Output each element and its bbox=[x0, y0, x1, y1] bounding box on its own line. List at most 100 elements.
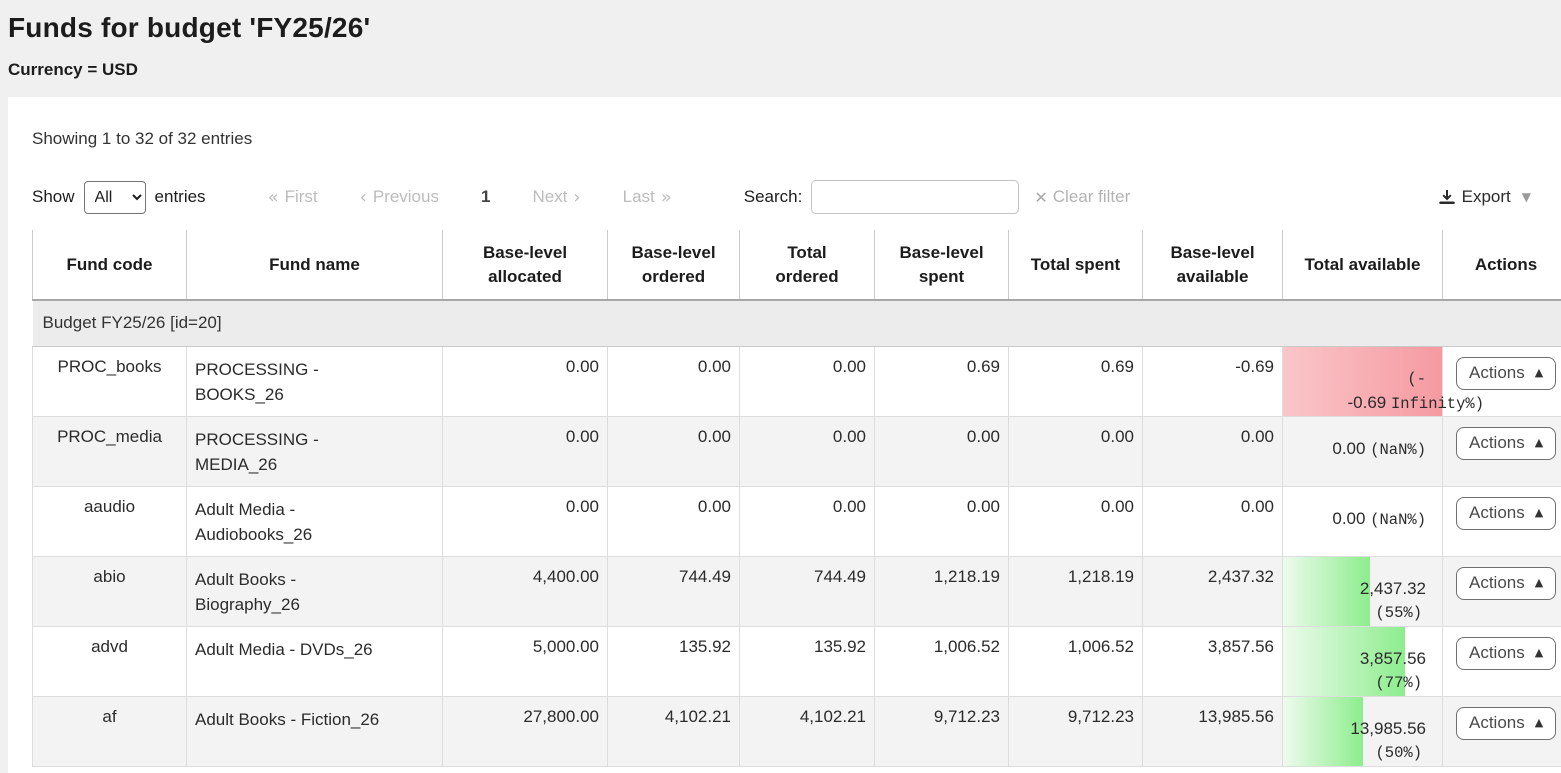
actions-button[interactable]: Actions ▲ bbox=[1456, 636, 1557, 670]
chevron-down-icon: ▼ bbox=[1521, 190, 1531, 204]
base-level-spent: 9,712.23 bbox=[874, 696, 1009, 767]
base-level-ordered: 135.92 bbox=[607, 626, 740, 697]
pagination-next-button[interactable]: Next › bbox=[532, 186, 581, 208]
page-length-select[interactable]: All bbox=[83, 180, 146, 214]
base-level-allocated: 4,400.00 bbox=[442, 556, 608, 627]
column-header-base-allocated[interactable]: Base-level allocated bbox=[442, 230, 608, 301]
base-level-ordered: 0.00 bbox=[607, 416, 740, 487]
base-level-allocated: 27,800.00 bbox=[442, 696, 608, 767]
pagination-current-page[interactable]: 1 bbox=[480, 187, 491, 206]
search-input[interactable] bbox=[811, 180, 1020, 214]
table-row: PROC_books PROCESSING - BOOKS_26 0.00 0.0… bbox=[32, 346, 1561, 417]
fund-code: PROC_books bbox=[32, 346, 187, 417]
pagination: « First ‹ Previous 1 Next › Last » bbox=[268, 187, 714, 208]
fund-name: Adult Media - Audiobooks_26 bbox=[186, 486, 443, 557]
column-header-total-ordered[interactable]: Total ordered bbox=[739, 230, 875, 301]
total-spent: 1,218.19 bbox=[1008, 556, 1143, 627]
column-header-base-available[interactable]: Base-level available bbox=[1142, 230, 1283, 301]
actions-button[interactable]: Actions ▲ bbox=[1456, 356, 1557, 390]
base-level-available: 0.00 bbox=[1142, 416, 1283, 487]
base-level-ordered: 0.00 bbox=[607, 486, 740, 557]
previous-page-icon: ‹ bbox=[359, 186, 367, 208]
total-ordered: 135.92 bbox=[739, 626, 875, 697]
available-fill-bar bbox=[1283, 556, 1371, 626]
clear-filter-x-icon: ✕ bbox=[1034, 187, 1048, 207]
column-header-fund-name[interactable]: Fund name bbox=[186, 230, 443, 301]
pagination-first-button[interactable]: « First bbox=[267, 186, 318, 208]
fund-name: PROCESSING - BOOKS_26 bbox=[186, 346, 443, 417]
base-level-available: 3,857.56 bbox=[1142, 626, 1283, 697]
total-spent: 0.00 bbox=[1008, 486, 1143, 557]
budget-group-row: Budget FY25/26 [id=20] bbox=[32, 300, 1561, 347]
caret-up-icon: ▲ bbox=[1534, 716, 1544, 729]
column-header-total-available[interactable]: Total available bbox=[1282, 230, 1443, 301]
column-header-total-spent[interactable]: Total spent bbox=[1008, 230, 1143, 301]
column-header-actions: Actions bbox=[1442, 230, 1561, 301]
fund-code: advd bbox=[32, 626, 187, 697]
pagination-last-button[interactable]: Last » bbox=[622, 186, 672, 208]
caret-up-icon: ▲ bbox=[1534, 646, 1544, 659]
caret-up-icon: ▲ bbox=[1534, 366, 1544, 379]
total-ordered: 0.00 bbox=[739, 416, 875, 487]
fund-code: aaudio bbox=[32, 486, 187, 557]
export-button[interactable]: Export ▼ bbox=[1438, 187, 1531, 207]
available-fill-bar bbox=[1283, 696, 1363, 766]
base-level-spent: 1,006.52 bbox=[874, 626, 1009, 697]
caret-up-icon: ▲ bbox=[1534, 436, 1544, 449]
first-page-icon: « bbox=[267, 186, 279, 208]
total-ordered: 744.49 bbox=[739, 556, 875, 627]
fund-name: Adult Media - DVDs_26 bbox=[186, 626, 443, 697]
actions-cell: Actions ▲ bbox=[1442, 626, 1561, 697]
fund-code: abio bbox=[32, 556, 187, 627]
table-row: advd Adult Media - DVDs_26 5,000.00 135.… bbox=[32, 626, 1561, 697]
table-info: Showing 1 to 32 of 32 entries bbox=[32, 129, 253, 148]
table-row: af Adult Books - Fiction_26 27,800.00 4,… bbox=[32, 696, 1561, 767]
actions-cell: Actions ▲ bbox=[1442, 346, 1561, 417]
total-ordered: 4,102.21 bbox=[739, 696, 875, 767]
page-header: Funds for budget 'FY25/26' Currency = US… bbox=[0, 0, 1561, 80]
base-level-spent: 1,218.19 bbox=[874, 556, 1009, 627]
table-controls: Show All entries « First ‹ Previous 1 Ne… bbox=[32, 179, 1561, 215]
clear-filter-button[interactable]: ✕ Clear filter bbox=[1034, 187, 1131, 207]
entries-label: entries bbox=[154, 187, 206, 206]
total-spent: 9,712.23 bbox=[1008, 696, 1143, 767]
actions-button[interactable]: Actions ▲ bbox=[1456, 496, 1557, 530]
available-fill-bar bbox=[1283, 346, 1442, 416]
total-available: 2,437.32 (55%) bbox=[1282, 556, 1443, 627]
actions-cell: Actions ▲ bbox=[1442, 556, 1561, 627]
base-level-allocated: 0.00 bbox=[442, 416, 608, 487]
total-ordered: 0.00 bbox=[739, 346, 875, 417]
available-fill-bar bbox=[1283, 626, 1406, 696]
table-header-row: Fund code Fund name Base-level allocated… bbox=[32, 230, 1561, 301]
content-panel: Showing 1 to 32 of 32 entries Show All e… bbox=[8, 97, 1561, 773]
base-level-available: -0.69 bbox=[1142, 346, 1283, 417]
pagination-previous-button[interactable]: ‹ Previous bbox=[359, 186, 439, 208]
last-page-icon: » bbox=[660, 186, 672, 208]
total-spent: 1,006.52 bbox=[1008, 626, 1143, 697]
caret-up-icon: ▲ bbox=[1534, 576, 1544, 589]
base-level-allocated: 0.00 bbox=[442, 486, 608, 557]
base-level-allocated: 5,000.00 bbox=[442, 626, 608, 697]
table-row: PROC_media PROCESSING - MEDIA_26 0.00 0.0… bbox=[32, 416, 1561, 487]
total-spent: 0.00 bbox=[1008, 416, 1143, 487]
actions-button[interactable]: Actions ▲ bbox=[1456, 566, 1557, 600]
search-control: Search: bbox=[744, 180, 1020, 214]
base-level-available: 0.00 bbox=[1142, 486, 1283, 557]
column-header-fund-code[interactable]: Fund code bbox=[32, 230, 187, 301]
actions-button[interactable]: Actions ▲ bbox=[1456, 426, 1557, 460]
column-header-base-ordered[interactable]: Base-level ordered bbox=[607, 230, 740, 301]
actions-button[interactable]: Actions ▲ bbox=[1456, 706, 1557, 740]
next-page-icon: › bbox=[573, 186, 581, 208]
base-level-spent: 0.00 bbox=[874, 416, 1009, 487]
total-available: 0.00 (NaN%) bbox=[1282, 486, 1443, 557]
total-available: 3,857.56 (77%) bbox=[1282, 626, 1443, 697]
show-entries-control: Show All entries bbox=[32, 180, 206, 214]
fund-code: af bbox=[32, 696, 187, 767]
fund-code: PROC_media bbox=[32, 416, 187, 487]
column-header-base-spent[interactable]: Base-level spent bbox=[874, 230, 1009, 301]
total-available: 13,985.56 (50%) bbox=[1282, 696, 1443, 767]
fund-name: PROCESSING - MEDIA_26 bbox=[186, 416, 443, 487]
table-row: abio Adult Books - Biography_26 4,400.00 … bbox=[32, 556, 1561, 627]
total-ordered: 0.00 bbox=[739, 486, 875, 557]
base-level-ordered: 0.00 bbox=[607, 346, 740, 417]
